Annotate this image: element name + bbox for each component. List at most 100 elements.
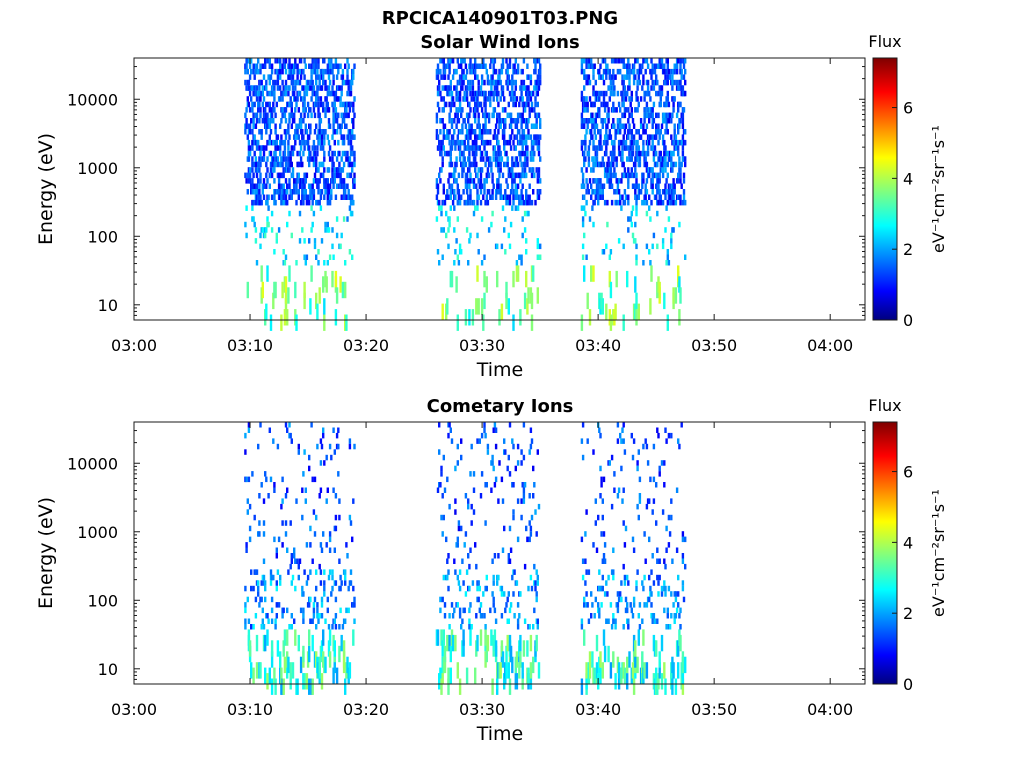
heatmap-cell bbox=[441, 85, 444, 91]
heatmap-cell bbox=[535, 634, 538, 652]
heatmap-cell bbox=[274, 68, 277, 75]
heatmap-cell bbox=[245, 118, 248, 124]
heatmap-cell bbox=[269, 167, 273, 173]
heatmap-cell bbox=[629, 101, 632, 108]
heatmap-cell bbox=[588, 662, 592, 679]
heatmap-cell bbox=[282, 58, 285, 64]
heatmap-cell bbox=[317, 189, 320, 195]
heatmap-cell bbox=[270, 63, 274, 69]
heatmap-cell bbox=[442, 183, 445, 189]
heatmap-cell bbox=[468, 156, 471, 162]
heatmap-cell bbox=[259, 63, 262, 69]
heatmap-cell bbox=[530, 107, 534, 113]
heatmap-cell bbox=[681, 134, 685, 140]
y-tick-label: 10 bbox=[98, 296, 118, 315]
heatmap-cell bbox=[624, 96, 628, 102]
heatmap-cell bbox=[591, 112, 594, 119]
heatmap-cell bbox=[301, 585, 304, 592]
heatmap-cell bbox=[447, 178, 450, 184]
heatmap-cell bbox=[483, 183, 486, 189]
heatmap-cell bbox=[645, 178, 649, 184]
heatmap-cell bbox=[537, 139, 541, 146]
heatmap-cell bbox=[308, 465, 311, 472]
heatmap-cell bbox=[509, 547, 513, 553]
heatmap-cell bbox=[456, 216, 459, 222]
heatmap-cell bbox=[537, 503, 541, 510]
heatmap-cell bbox=[331, 574, 334, 581]
heatmap-cell bbox=[631, 662, 635, 679]
heatmap-cell bbox=[651, 243, 654, 250]
heatmap-cell bbox=[505, 645, 508, 663]
heatmap-cell bbox=[252, 667, 255, 684]
heatmap-cell bbox=[511, 183, 514, 189]
heatmap-cell bbox=[448, 112, 451, 119]
heatmap-cell bbox=[469, 90, 472, 97]
heatmap-cell bbox=[504, 607, 507, 614]
heatmap-cell bbox=[312, 63, 316, 69]
heatmap-cell bbox=[471, 63, 475, 69]
heatmap-cell bbox=[614, 618, 617, 624]
heatmap-cell bbox=[632, 68, 636, 75]
heatmap-cell bbox=[632, 596, 636, 603]
heatmap-cell bbox=[248, 172, 252, 179]
heatmap-cell bbox=[279, 651, 282, 668]
heatmap-cell bbox=[320, 139, 324, 146]
heatmap-cell bbox=[281, 161, 284, 168]
heatmap-cell bbox=[527, 101, 530, 108]
heatmap-cell bbox=[603, 199, 607, 206]
heatmap-cell bbox=[293, 118, 296, 124]
heatmap-cell bbox=[283, 629, 287, 646]
heatmap-cell bbox=[286, 427, 289, 433]
heatmap-cell bbox=[302, 68, 305, 75]
heatmap-cell bbox=[446, 574, 449, 581]
heatmap-cell bbox=[520, 79, 523, 86]
heatmap-cell bbox=[267, 101, 270, 108]
heatmap-cell bbox=[296, 90, 299, 97]
heatmap-cell bbox=[583, 58, 586, 64]
heatmap-cell bbox=[282, 640, 285, 657]
heatmap-cell bbox=[284, 531, 288, 537]
heatmap-cell bbox=[667, 189, 671, 195]
heatmap-cell bbox=[281, 96, 284, 102]
heatmap-cell bbox=[477, 112, 480, 119]
heatmap-cell bbox=[496, 112, 499, 119]
heatmap-cell bbox=[621, 194, 624, 200]
heatmap-cell bbox=[323, 298, 326, 315]
heatmap-cell bbox=[254, 123, 258, 129]
heatmap-cell bbox=[315, 292, 318, 310]
heatmap-cell bbox=[468, 167, 471, 173]
heatmap-cell bbox=[627, 194, 630, 200]
heatmap-cell bbox=[504, 107, 507, 113]
heatmap-cell bbox=[455, 178, 458, 184]
heatmap-cell bbox=[621, 145, 624, 151]
heatmap-cell bbox=[682, 596, 686, 603]
heatmap-cell bbox=[674, 139, 678, 146]
heatmap-cell bbox=[516, 161, 520, 168]
heatmap-cell bbox=[303, 183, 306, 189]
heatmap-cell bbox=[580, 112, 584, 119]
heatmap-cell bbox=[672, 107, 675, 113]
heatmap-cell bbox=[489, 139, 492, 146]
heatmap-cell bbox=[627, 178, 630, 184]
heatmap-cell bbox=[608, 254, 611, 260]
heatmap-cell bbox=[533, 123, 536, 129]
heatmap-cell bbox=[521, 68, 524, 75]
heatmap-cell bbox=[497, 498, 500, 504]
heatmap-cell bbox=[518, 254, 521, 260]
heatmap-cell bbox=[590, 613, 593, 619]
heatmap-cell bbox=[349, 90, 353, 97]
heatmap-cell bbox=[666, 607, 669, 614]
heatmap-cell bbox=[264, 232, 267, 239]
heatmap-cell bbox=[529, 96, 533, 102]
heatmap-cell bbox=[629, 216, 632, 222]
heatmap-cell bbox=[255, 96, 259, 102]
heatmap-cell bbox=[317, 96, 320, 102]
heatmap-cell bbox=[267, 74, 270, 80]
heatmap-cell bbox=[458, 74, 462, 80]
heatmap-cell bbox=[316, 607, 319, 614]
heatmap-cell bbox=[454, 498, 457, 504]
heatmap-cell bbox=[267, 194, 270, 200]
heatmap-cell bbox=[276, 74, 280, 80]
heatmap-cell bbox=[620, 580, 623, 586]
heatmap-cell bbox=[593, 667, 596, 684]
